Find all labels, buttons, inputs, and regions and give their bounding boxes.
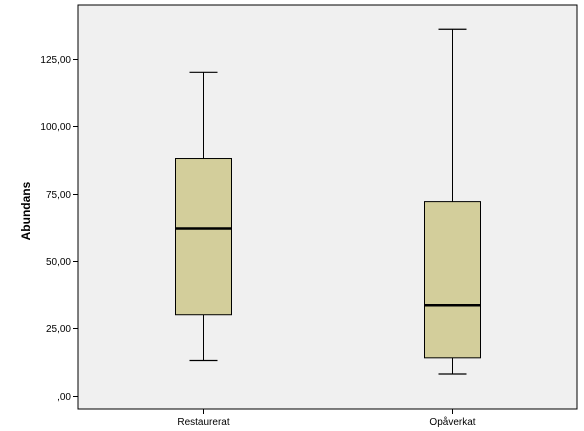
- plot-area: [77, 4, 578, 410]
- box-2: [424, 28, 481, 375]
- iqr-box: [424, 201, 481, 359]
- x-axis: Restaurerat Opåverkat: [177, 409, 476, 428]
- x-tick-label: Restaurerat: [177, 417, 229, 428]
- y-tick-label: 25,00: [46, 324, 71, 335]
- box-series: [175, 28, 481, 375]
- y-tick-label: 50,00: [46, 257, 71, 268]
- y-tick-label: 100,00: [40, 122, 71, 133]
- y-tick-label: 75,00: [46, 190, 71, 201]
- y-axis: ,00 25,00 50,00 75,00 100,00 125,00: [40, 55, 78, 403]
- x-tick-label: Opåverkat: [429, 416, 475, 428]
- y-tick-label: ,00: [57, 392, 71, 403]
- box-1: [175, 71, 232, 362]
- y-axis-title: Abundans: [19, 181, 33, 240]
- iqr-box: [175, 158, 232, 316]
- y-tick-label: 125,00: [40, 55, 71, 66]
